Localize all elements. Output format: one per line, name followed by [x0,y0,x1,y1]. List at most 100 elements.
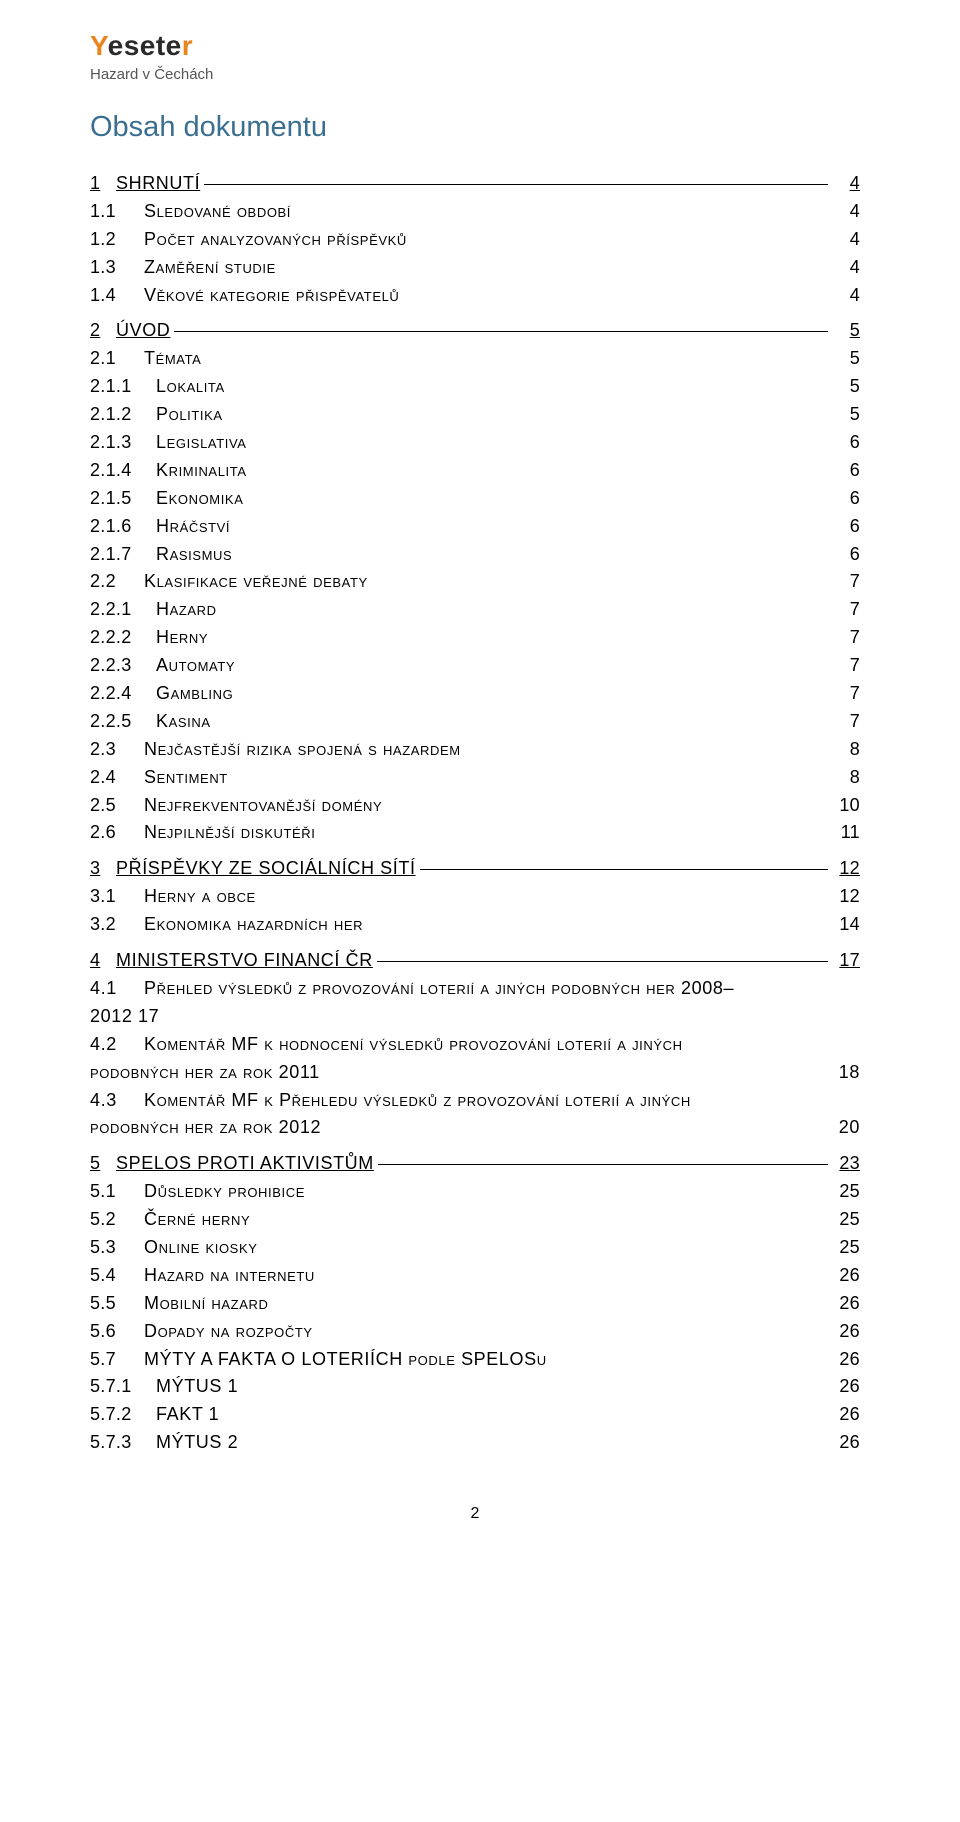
toc-entry[interactable]: 2.1.7Rasismus6 [90,541,860,569]
toc-page: 5 [832,373,860,401]
toc-page: 7 [832,568,860,596]
toc-entry[interactable]: 3.1Herny a obce12 [90,883,860,911]
toc-entry[interactable]: 2.2.1Hazard7 [90,596,860,624]
toc-page: 26 [832,1373,860,1401]
toc-entry[interactable]: 5.7.2FAKT 1 26 [90,1401,860,1429]
toc-page: 12 [832,883,860,911]
toc-number: 2.2.1 [90,596,152,624]
toc-entry[interactable]: 5.7MÝTY A FAKTA O LOTERIÍCH podle SPELOS… [90,1346,860,1374]
toc-page: 26 [832,1346,860,1374]
toc-label: Kasina [152,708,211,736]
toc-number: 1.3 [90,254,140,282]
toc-label: Ekonomika hazardních her [140,911,363,939]
toc-entry[interactable]: 3.2Ekonomika hazardních her14 [90,911,860,939]
toc-entry[interactable]: 3PŘÍSPĚVKY ZE SOCIÁLNÍCH SÍTÍ12 [90,855,860,883]
toc-number: 5.4 [90,1262,140,1290]
toc-label: Herny a obce [140,883,256,911]
toc-entry[interactable]: 4.1Přehled výsledků z provozování loteri… [90,975,860,1031]
toc-entry[interactable]: 5.7.3MÝTUS 226 [90,1429,860,1457]
toc-page: 7 [832,708,860,736]
toc-entry[interactable]: 2.1.6Hráčství6 [90,513,860,541]
toc-page: 6 [832,457,860,485]
toc-entry[interactable]: 2ÚVOD5 [90,317,860,345]
toc-page: 26 [832,1401,860,1429]
toc-label: Lokalita [152,373,225,401]
toc-entry[interactable]: 2.1.5Ekonomika6 [90,485,860,513]
toc-label: Přehled výsledků z provozování loterií a… [140,975,734,1003]
toc-entry[interactable]: 1.4Věkové kategorie přispěvatelů4 [90,282,860,310]
toc-page: 26 [832,1429,860,1457]
toc-page: 20 [832,1114,860,1142]
toc-number: 2.1.6 [90,513,152,541]
toc-page: 11 [832,819,860,847]
toc-entry[interactable]: 1.2Počet analyzovaných příspěvků4 [90,226,860,254]
toc-entry[interactable]: 2.4Sentiment8 [90,764,860,792]
toc-entry[interactable]: 2.1.1Lokalita5 [90,373,860,401]
toc-entry[interactable]: 2.1Témata5 [90,345,860,373]
toc-entry[interactable]: 4.3Komentář MF k Přehledu výsledků z pro… [90,1087,860,1143]
toc-label: Nejčastější rizika spojená s hazardem [140,736,461,764]
toc-entry[interactable]: 5.6Dopady na rozpočty26 [90,1318,860,1346]
toc-entry[interactable]: 2.5Nejfrekventovanější domény10 [90,792,860,820]
toc-page: 12 [832,855,860,883]
toc-number: 2.1.4 [90,457,152,485]
toc-label: Komentář MF k Přehledu výsledků z provoz… [140,1087,691,1115]
toc-entry[interactable]: 5SPELOS PROTI AKTIVISTŮM23 [90,1150,860,1178]
toc-entry[interactable]: 1SHRNUTÍ4 [90,170,860,198]
toc-label: PŘÍSPĚVKY ZE SOCIÁLNÍCH SÍTÍ [112,855,416,883]
toc-number: 4.1 [90,975,140,1003]
toc-number: 5.7 [90,1346,140,1374]
toc-number: 1.1 [90,198,140,226]
toc-entry[interactable]: 2.1.3Legislativa6 [90,429,860,457]
toc-page: 17 [832,947,860,975]
toc-page: 4 [832,198,860,226]
toc-label: SHRNUTÍ [112,170,200,198]
toc-entry[interactable]: 2.1.4Kriminalita 6 [90,457,860,485]
toc-entry[interactable]: 5.3Online kiosky25 [90,1234,860,1262]
toc-page: 7 [832,596,860,624]
toc-number: 5.7.2 [90,1401,152,1429]
toc-number: 2.2.5 [90,708,152,736]
toc-entry[interactable]: 2.2.3Automaty7 [90,652,860,680]
toc-number: 2.5 [90,792,140,820]
toc-leader-line [420,869,828,870]
toc-entry[interactable]: 5.2Černé herny25 [90,1206,860,1234]
toc-entry[interactable]: 5.7.1MÝTUS 126 [90,1373,860,1401]
toc-number: 5 [90,1150,112,1178]
toc-entry[interactable]: 4MINISTERSTVO FINANCÍ ČR17 [90,947,860,975]
toc-label: Gambling [152,680,233,708]
toc-entry[interactable]: 5.4Hazard na internetu26 [90,1262,860,1290]
toc-label: SPELOS PROTI AKTIVISTŮM [112,1150,374,1178]
toc-entry[interactable]: 1.1Sledované období 4 [90,198,860,226]
toc-page: 4 [832,170,860,198]
toc-entry[interactable]: 2.1.2Politika5 [90,401,860,429]
toc-label: Kriminalita [152,457,247,485]
toc-number: 2.2 [90,568,140,596]
toc-label: ÚVOD [112,317,170,345]
toc-entry[interactable]: 5.5Mobilní hazard26 [90,1290,860,1318]
toc-page: 6 [832,513,860,541]
toc-label: Mobilní hazard [140,1290,268,1318]
toc-label: Sledované období [140,198,291,226]
toc-label: Ekonomika [152,485,243,513]
toc-entry[interactable]: 4.2Komentář MF k hodnocení výsledků prov… [90,1031,860,1087]
toc-entry[interactable]: 1.3Zaměření studie4 [90,254,860,282]
toc-entry[interactable]: 2.2.5Kasina 7 [90,708,860,736]
toc-label-continuation: podobných her za rok 2011 [90,1059,320,1087]
toc-page: 25 [832,1234,860,1262]
toc-entry[interactable]: 2.2.2Herny7 [90,624,860,652]
toc-number: 5.6 [90,1318,140,1346]
toc-entry[interactable]: 2.3Nejčastější rizika spojená s hazardem… [90,736,860,764]
toc-entry[interactable]: 5.1Důsledky prohibice25 [90,1178,860,1206]
toc-label: Nejfrekventovanější domény [140,792,382,820]
toc-page: 26 [832,1318,860,1346]
toc-page: 7 [832,652,860,680]
toc-number: 5.5 [90,1290,140,1318]
toc-entry[interactable]: 2.6Nejpilnější diskutéři11 [90,819,860,847]
toc-entry[interactable]: 2.2Klasifikace veřejné debaty7 [90,568,860,596]
toc-entry[interactable]: 2.2.4Gambling7 [90,680,860,708]
footer-page-number: 2 [90,1505,860,1523]
toc-label: FAKT 1 [152,1401,219,1429]
toc-page: 25 [832,1178,860,1206]
toc-number: 5.2 [90,1206,140,1234]
